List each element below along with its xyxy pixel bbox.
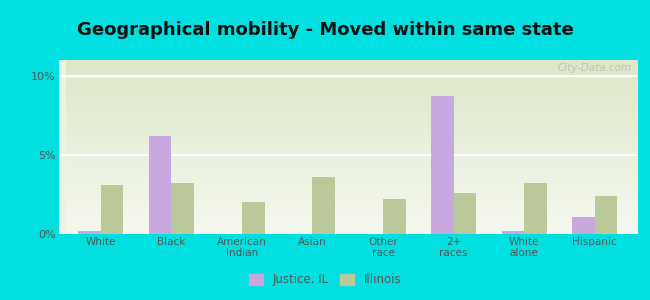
Bar bbox=[101, 185, 124, 234]
Bar bbox=[572, 217, 595, 234]
Bar bbox=[149, 136, 172, 234]
Bar bbox=[383, 199, 406, 234]
Bar bbox=[524, 183, 547, 234]
Text: City-Data.com: City-Data.com bbox=[557, 64, 631, 74]
Bar bbox=[78, 231, 101, 234]
Text: Geographical mobility - Moved within same state: Geographical mobility - Moved within sam… bbox=[77, 21, 573, 39]
Bar bbox=[454, 193, 476, 234]
Bar bbox=[242, 202, 265, 234]
Bar bbox=[172, 183, 194, 234]
Bar bbox=[431, 96, 454, 234]
Bar bbox=[502, 231, 524, 234]
Bar bbox=[313, 177, 335, 234]
Bar bbox=[595, 196, 618, 234]
Legend: Justice, IL, Illinois: Justice, IL, Illinois bbox=[244, 269, 406, 291]
